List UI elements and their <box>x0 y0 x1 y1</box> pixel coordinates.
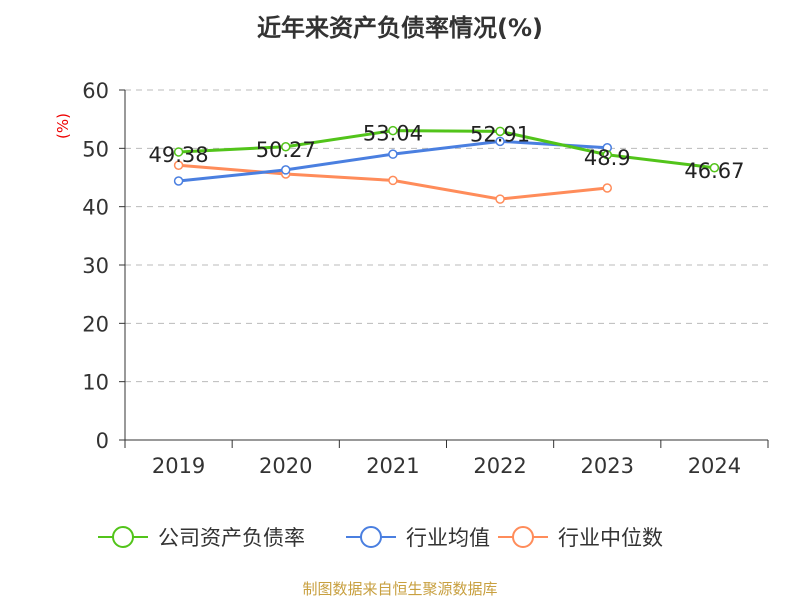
x-tick-label: 2023 <box>581 454 634 478</box>
legend-marker <box>112 526 134 548</box>
data-point <box>388 125 398 136</box>
x-tick-label: 2022 <box>473 454 526 478</box>
data-point <box>602 150 612 160</box>
y-tick-label: 30 <box>82 254 109 278</box>
data-label: 53.04 <box>363 122 423 146</box>
y-tick-label: 40 <box>82 196 109 220</box>
data-label: 50.27 <box>256 138 316 162</box>
chart-title: 近年来资产负债率情况(%) <box>257 14 543 42</box>
data-point <box>173 176 184 186</box>
data-point <box>173 147 184 157</box>
data-label: 46.67 <box>684 159 744 183</box>
data-label: 52.91 <box>470 122 530 146</box>
series-line <box>178 129 715 170</box>
y-axis-label: (%) <box>54 113 72 139</box>
x-tick-label: 2020 <box>259 454 312 478</box>
data-point <box>173 160 184 170</box>
legend-marker <box>512 526 534 548</box>
x-tick-label: 2021 <box>366 454 419 478</box>
legend-marker <box>360 526 382 548</box>
x-tick-label: 2019 <box>152 454 205 478</box>
y-tick-label: 20 <box>82 312 109 336</box>
data-point <box>495 194 505 204</box>
data-point <box>281 142 291 152</box>
data-label: 49.38 <box>149 143 209 167</box>
data-point <box>388 149 398 159</box>
source-note: 制图数据来自恒生聚源数据库 <box>302 580 498 598</box>
data-point <box>495 136 505 147</box>
data-point <box>388 175 398 186</box>
data-point <box>602 183 612 193</box>
data-point <box>281 165 291 175</box>
data-point <box>709 163 720 173</box>
x-tick-label: 2024 <box>688 454 741 478</box>
y-tick-label: 50 <box>82 137 109 161</box>
y-tick-label: 60 <box>82 79 109 103</box>
data-point <box>495 126 505 137</box>
series-line <box>178 139 608 183</box>
y-tick-label: 10 <box>82 371 109 395</box>
legend-label: 公司资产负债率 <box>158 526 305 550</box>
legend-label: 行业均值 <box>406 526 490 550</box>
y-tick-label: 0 <box>96 429 109 453</box>
legend-label: 行业中位数 <box>558 526 663 550</box>
data-label: 48.9 <box>584 146 631 170</box>
